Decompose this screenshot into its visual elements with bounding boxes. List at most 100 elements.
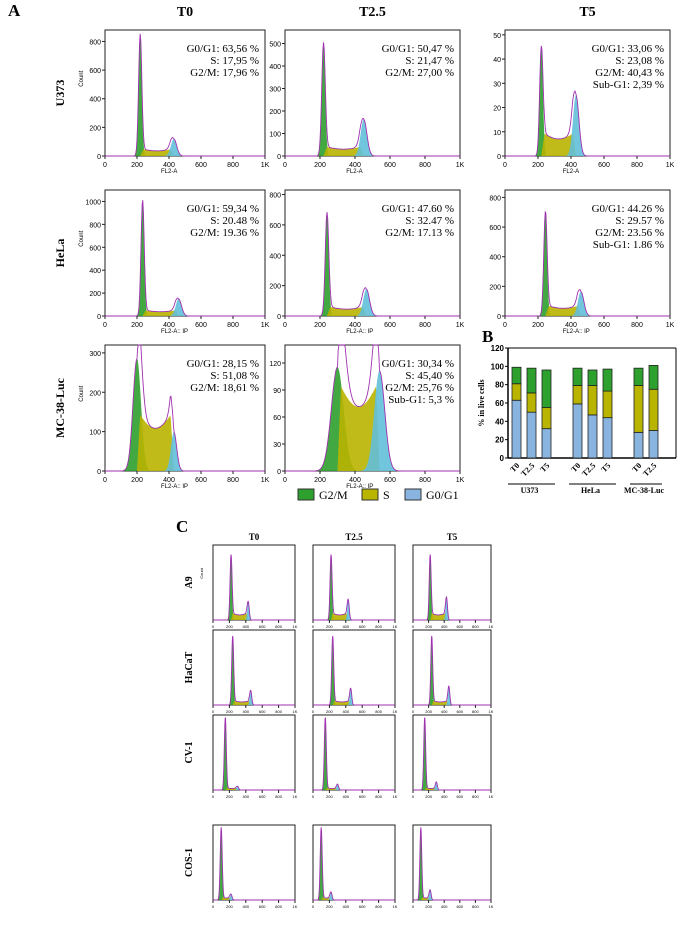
y-axis-label: Count (79, 385, 85, 401)
phase-percentage: G0/G1: 47.60 % (382, 203, 454, 215)
g0-g1-area (313, 554, 395, 620)
x-tick-label: 1K (261, 322, 270, 329)
phase-percentage: S: 23,08 % (615, 55, 664, 67)
x-tick-label: 400 (441, 709, 448, 714)
y-tick-label: 120 (491, 344, 505, 353)
g2-m-area (213, 690, 295, 705)
histogram-plot: 0 200 400 600 800 1K (312, 629, 398, 714)
x-tick-label: 400 (242, 904, 249, 909)
g0-g1-area (285, 212, 460, 316)
phase-percentage: G0/G1: 59,34 % (187, 203, 259, 215)
x-tick-label: 0 (103, 477, 107, 484)
plot-frame (212, 544, 296, 621)
y-tick-label: 0 (497, 154, 501, 161)
x-tick-label: 1K (293, 794, 298, 799)
bar-g2-m (541, 369, 552, 408)
y-tick-label: 0 (97, 469, 101, 476)
y-tick-label: 0 (277, 154, 281, 161)
y-axis-label: % in live cells (477, 379, 486, 426)
s-phase-area (105, 310, 265, 316)
s-phase-area (213, 613, 295, 620)
x-tick-label: T2.5 (519, 461, 536, 478)
x-tick-label: 1K (293, 709, 298, 714)
x-tick-label: 800 (375, 624, 382, 629)
g0-g1-area (213, 635, 295, 705)
fit-curve (413, 827, 491, 901)
y-tick-label: 100 (269, 132, 281, 139)
phase-percentage: G2/M: 19.36 % (190, 227, 259, 239)
x-tick-label: 600 (359, 709, 366, 714)
phase-percentage: G0/G1: 50,47 % (382, 43, 454, 55)
legend-swatch (297, 488, 315, 501)
y-tick-label: 200 (489, 284, 501, 291)
x-tick-label: 200 (326, 794, 333, 799)
y-tick-label: 200 (269, 109, 281, 116)
phase-percentage: Sub-G1: 5,3 % (388, 394, 454, 406)
x-tick-label: 600 (384, 477, 396, 484)
x-tick-label: 0 (212, 624, 215, 629)
x-tick-label: 800 (472, 794, 479, 799)
plot-frame (312, 629, 396, 706)
x-axis-label: FL2-A (161, 169, 177, 175)
bar-g2-m (602, 368, 613, 392)
row-label: HaCaT (184, 651, 195, 683)
x-tick-label: T5 (538, 461, 551, 474)
y-tick-label: 0 (97, 314, 101, 321)
bar-g0-g1 (633, 431, 644, 459)
y-tick-label: 300 (269, 87, 281, 94)
x-tick-label: 1K (293, 904, 298, 909)
fit-curve (413, 717, 491, 791)
g2-m-area (285, 370, 460, 471)
y-tick-label: 20 (495, 436, 504, 445)
phase-percentage: G2/M: 17.13 % (385, 227, 454, 239)
x-tick-label: 0 (503, 322, 507, 329)
y-tick-label: 0 (97, 154, 101, 161)
x-tick-label: 1K (666, 322, 675, 329)
x-tick-label: 0 (503, 162, 507, 169)
s-phase-area (285, 386, 460, 471)
bar-s (526, 392, 537, 413)
bar-g2-m (648, 365, 659, 390)
bar-g0-g1 (526, 411, 537, 459)
x-tick-label: 200 (226, 709, 233, 714)
y-tick-label: 600 (489, 225, 501, 232)
g0-g1-area (213, 718, 295, 790)
y-tick-label: 60 (273, 415, 281, 422)
x-tick-label: 1K (393, 624, 398, 629)
x-tick-label: 0 (283, 477, 287, 484)
g2-m-area (505, 291, 670, 316)
x-tick-label: 800 (275, 624, 282, 629)
x-tick-label: 200 (326, 709, 333, 714)
x-tick-label: 400 (441, 904, 448, 909)
fit-curve (105, 344, 265, 472)
x-tick-label: 600 (456, 794, 463, 799)
x-tick-label: T5 (599, 461, 612, 474)
g2-m-area (313, 688, 395, 705)
x-tick-label: 1K (489, 904, 494, 909)
panel-label-c: C (176, 517, 188, 536)
y-tick-label: 400 (269, 253, 281, 260)
x-tick-label: 800 (375, 904, 382, 909)
phase-percentage: S: 17,95 % (210, 55, 259, 67)
s-phase-area (285, 147, 460, 156)
phase-percentage: G0/G1: 44.26 % (592, 203, 664, 215)
x-tick-label: 1K (666, 162, 675, 169)
x-tick-label: 800 (631, 162, 643, 169)
x-tick-label: 0 (312, 624, 315, 629)
bar-g0-g1 (602, 417, 613, 459)
fit-curve (313, 717, 395, 791)
y-tick-label: 400 (489, 255, 501, 262)
x-tick-label: 400 (163, 322, 175, 329)
phase-percentage: G0/G1: 33,06 % (592, 43, 664, 55)
bar-g0-g1 (541, 428, 552, 459)
x-axis-label: FL2-A:: IP (346, 484, 373, 490)
legend-swatch (404, 488, 422, 501)
legend-swatch (361, 488, 379, 501)
x-tick-label: T2.5 (580, 461, 597, 478)
x-tick-label: 0 (312, 904, 315, 909)
x-tick-label: 400 (342, 709, 349, 714)
fit-curve (213, 827, 295, 901)
phase-percentage: S: 29.57 % (615, 215, 664, 227)
